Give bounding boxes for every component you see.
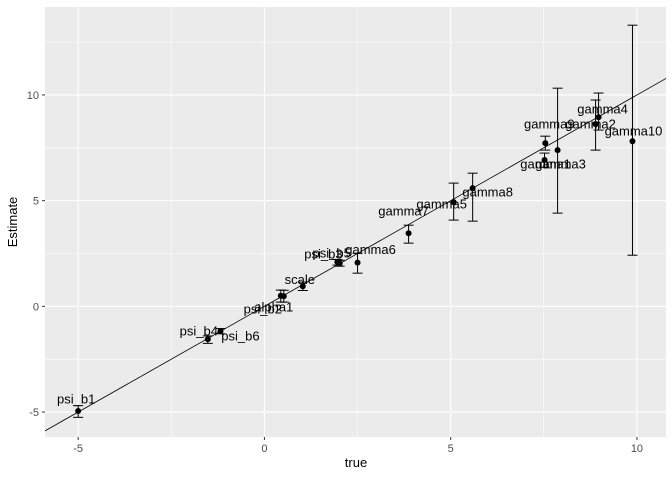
point-label: gamma2 xyxy=(565,117,616,132)
identity-line xyxy=(44,78,667,432)
x-tick-label: -5 xyxy=(73,443,83,455)
data-point xyxy=(405,230,412,237)
point-label: gamma7 xyxy=(378,204,429,219)
point-label: psi_b5 xyxy=(313,246,351,261)
data-point xyxy=(280,293,287,300)
data-point xyxy=(541,157,548,164)
major-gridlines xyxy=(45,7,666,437)
point-label: gamma8 xyxy=(462,185,513,200)
point-label: psi_b4 xyxy=(180,324,218,339)
data-point xyxy=(554,147,561,154)
panel-background xyxy=(45,7,666,437)
data-point xyxy=(336,260,343,267)
point-label: gamma4 xyxy=(577,102,628,117)
y-axis-title: Estimate xyxy=(5,197,20,248)
data-point xyxy=(595,114,602,121)
point-label: gamma3 xyxy=(535,157,586,172)
data-points xyxy=(75,114,636,414)
point-label: gamma9 xyxy=(524,117,575,132)
y-tick-label: 0 xyxy=(33,301,39,313)
point-label: gamma5 xyxy=(416,197,467,212)
data-point xyxy=(299,283,306,290)
x-tick-label: 10 xyxy=(631,443,643,455)
data-point xyxy=(629,138,636,145)
data-point xyxy=(217,328,224,335)
point-label: gamma10 xyxy=(605,124,663,139)
point-label: gamma1 xyxy=(520,157,571,172)
point-label: psi_b1 xyxy=(57,391,95,406)
data-point xyxy=(204,336,211,343)
data-point xyxy=(354,259,361,266)
data-point xyxy=(542,140,549,147)
axis-ticks: -5 0 5 10 -5 0 5 10 xyxy=(27,90,643,455)
identity-line-segment xyxy=(44,78,667,432)
data-point xyxy=(450,199,457,206)
x-axis-title: true xyxy=(345,455,367,470)
point-label: psi_b6 xyxy=(221,329,259,344)
x-tick-label: 5 xyxy=(448,443,454,455)
point-label: scale xyxy=(285,272,315,287)
data-point xyxy=(592,121,599,128)
y-tick-label: 5 xyxy=(33,196,39,208)
y-tick-label: -5 xyxy=(29,407,39,419)
point-label: alpha1 xyxy=(254,300,293,315)
data-point xyxy=(469,185,476,192)
y-tick-label: 10 xyxy=(27,90,39,102)
x-tick-label: 0 xyxy=(261,443,267,455)
point-label: psi_b2 xyxy=(244,301,282,316)
plot-panel xyxy=(45,7,666,437)
data-point xyxy=(75,407,82,414)
point-label: psi_b3 xyxy=(304,247,342,262)
point-label: gamma6 xyxy=(345,242,396,257)
